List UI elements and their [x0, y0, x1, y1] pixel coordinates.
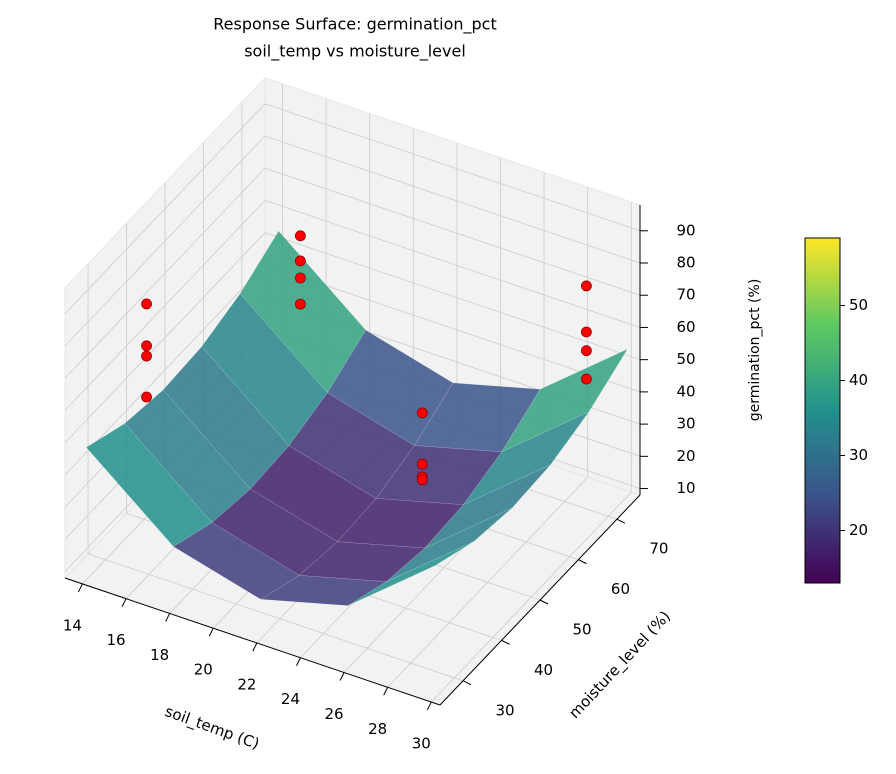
- data-point: [416, 458, 428, 470]
- y-tick-label: 50: [572, 621, 591, 639]
- grid-line: [64, 264, 266, 476]
- y-tick: [539, 599, 549, 605]
- z-axis-title: germination_pct (%): [747, 279, 763, 422]
- grid-line: [264, 200, 641, 328]
- x-tick-label: 16: [106, 631, 125, 649]
- x-tick: [339, 672, 345, 681]
- x-axis-title: soil_temp (C): [162, 702, 262, 754]
- x-tick: [426, 701, 432, 711]
- x-tick-label: 26: [325, 705, 344, 723]
- grid-line: [264, 264, 641, 393]
- grid-line: [64, 232, 266, 443]
- y-tick-label: 60: [611, 580, 630, 598]
- colorbar-tick-label: 20: [849, 521, 868, 539]
- grid-line: [87, 553, 464, 682]
- x-tick-label: 20: [194, 661, 213, 679]
- axes: 14 16 18 20 22 24 26 28 30 30 40 50 60 70 10 20 30 40 50 60…: [63, 205, 696, 753]
- chart-title: Response Surface: germination_pct: [213, 15, 497, 35]
- y-tick: [578, 559, 587, 565]
- grid-line: [264, 135, 641, 264]
- z-tick-label: 90: [676, 221, 695, 239]
- data-point: [141, 298, 152, 310]
- data-point: [294, 255, 306, 267]
- grid-line: [64, 200, 266, 411]
- grid-line: [264, 167, 641, 296]
- colorbar: 20 30 40 50: [804, 237, 868, 584]
- colorbar-gradient: [804, 237, 841, 584]
- surface-patch: [347, 541, 474, 606]
- data-point: [294, 230, 306, 242]
- z-tick-label: 30: [676, 415, 695, 433]
- z-tick-label: 50: [676, 350, 695, 368]
- x-tick: [77, 583, 83, 593]
- data-point: [580, 373, 592, 385]
- data-point: [580, 280, 592, 292]
- grid-line: [264, 103, 641, 232]
- x-tick-label: 24: [281, 690, 300, 708]
- y-tick: [462, 680, 472, 686]
- z-tick-label: 10: [676, 479, 695, 497]
- y-tick: [501, 639, 510, 645]
- x-axis-line: [64, 577, 441, 706]
- z-tick-label: 60: [676, 318, 695, 336]
- x-tick-label: 22: [237, 675, 256, 693]
- data-point: [416, 474, 428, 486]
- points: [141, 230, 592, 486]
- x-tick: [165, 613, 171, 622]
- data-point: [580, 345, 592, 357]
- x-tick: [296, 657, 301, 666]
- z-tick-label: 40: [676, 382, 695, 400]
- surface: [85, 230, 629, 606]
- grid-line: [64, 135, 266, 347]
- colorbar-tick-label: 40: [849, 371, 868, 389]
- x-tick-label: 28: [368, 720, 387, 738]
- data-point: [141, 350, 152, 362]
- chart-subtitle: soil_temp vs moisture_level: [244, 42, 466, 62]
- y-tick-label: 70: [649, 540, 668, 558]
- x-tick-label: 30: [412, 735, 431, 753]
- colorbar-tick-label: 50: [849, 296, 868, 314]
- grid-line: [64, 103, 266, 315]
- data-point: [141, 340, 152, 352]
- data-point: [141, 391, 152, 403]
- data-point: [294, 298, 306, 310]
- x-tick-label: 14: [63, 616, 82, 634]
- x-tick: [383, 687, 389, 696]
- z-tick-label: 70: [676, 286, 695, 304]
- colorbar-tick-label: 30: [849, 446, 868, 464]
- x-tick-label: 18: [150, 646, 169, 664]
- grid-line: [64, 167, 266, 379]
- y-tick-label: 40: [534, 661, 553, 679]
- x-tick: [121, 598, 127, 607]
- y-tick: [616, 518, 626, 524]
- x-tick: [252, 642, 258, 652]
- data-point: [294, 272, 306, 284]
- data-point: [416, 407, 428, 419]
- z-tick-label: 20: [676, 447, 695, 465]
- x-tick: [208, 627, 214, 637]
- data-point: [580, 326, 592, 338]
- y-tick-label: 30: [496, 701, 515, 719]
- z-tick-label: 80: [676, 254, 695, 272]
- grid-line: [264, 232, 641, 361]
